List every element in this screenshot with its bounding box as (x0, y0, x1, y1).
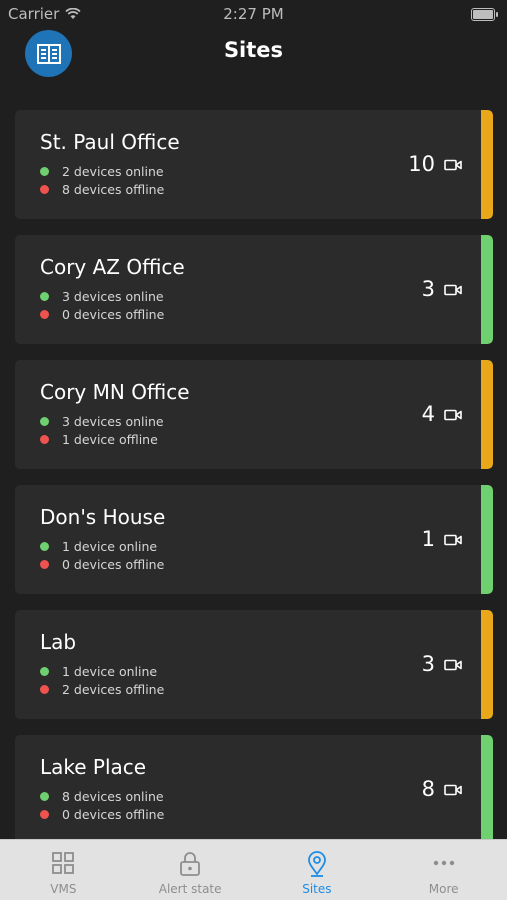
online-status: 1 device online (40, 539, 157, 554)
site-name: St. Paul Office (40, 130, 180, 154)
status-bar-indicator (481, 610, 493, 719)
location-pin-icon (307, 851, 326, 877)
site-name: Lab (40, 630, 77, 654)
tab-more[interactable]: More (380, 840, 507, 900)
online-status: 3 devices online (40, 289, 164, 304)
online-status: 3 devices online (40, 414, 164, 429)
online-text: 8 devices online (62, 789, 164, 804)
online-status: 2 devices online (40, 164, 164, 179)
camera-icon (444, 284, 462, 296)
battery-icon (471, 8, 498, 21)
camera-icon (444, 534, 462, 546)
offline-dot (40, 435, 49, 444)
online-dot (40, 542, 49, 551)
status-bar-indicator (481, 235, 493, 344)
offline-text: 0 devices offline (62, 807, 165, 822)
offline-status: 0 devices offline (40, 307, 164, 322)
camera-count: 3 (421, 652, 435, 676)
offline-text: 8 devices offline (62, 182, 165, 197)
camera-count: 4 (421, 402, 435, 426)
offline-dot (40, 810, 49, 819)
online-text: 1 device online (62, 664, 158, 679)
more-dots-icon (433, 860, 454, 866)
online-dot (40, 667, 49, 676)
status-bar-indicator (481, 360, 493, 469)
offline-text: 1 device offline (62, 432, 158, 447)
offline-dot (40, 310, 49, 319)
offline-text: 2 devices offline (62, 682, 165, 697)
online-text: 3 devices online (62, 414, 164, 429)
tab-alert-state[interactable]: Alert state (127, 840, 254, 900)
camera-count: 3 (421, 277, 435, 301)
tab-label: More (428, 882, 459, 896)
camera-icon (444, 409, 462, 421)
camera-count: 1 (421, 527, 435, 551)
status-bar-indicator (481, 735, 493, 844)
tab-vms[interactable]: VMS (0, 840, 127, 900)
site-card[interactable]: Don's House 1 device online 0 devices of… (15, 485, 493, 594)
tab-label: Alert state (158, 882, 222, 896)
online-status: 8 devices online (40, 789, 164, 804)
online-text: 1 device online (62, 539, 158, 554)
wifi-icon (65, 8, 81, 19)
online-text: 2 devices online (62, 164, 164, 179)
online-dot (40, 792, 49, 801)
online-dot (40, 167, 49, 176)
status-bar-indicator (481, 110, 493, 219)
carrier: Carrier (8, 5, 81, 23)
status-bar-indicator (481, 485, 493, 594)
tab-label: Sites (302, 882, 332, 896)
tab-bar: VMS Alert state Sites More (0, 839, 507, 900)
status-time: 2:27 PM (223, 5, 284, 23)
offline-text: 0 devices offline (62, 557, 165, 572)
offline-status: 1 device offline (40, 432, 158, 447)
offline-text: 0 devices offline (62, 307, 165, 322)
site-name: Cory MN Office (40, 380, 190, 404)
offline-dot (40, 185, 49, 194)
online-status: 1 device online (40, 664, 157, 679)
site-list: St. Paul Office 2 devices online 8 devic… (15, 110, 493, 860)
online-dot (40, 417, 49, 426)
camera-icon (444, 784, 462, 796)
site-card[interactable]: St. Paul Office 2 devices online 8 devic… (15, 110, 493, 219)
tab-label: VMS (50, 882, 77, 896)
site-name: Lake Place (40, 755, 147, 779)
camera-count: 8 (421, 777, 435, 801)
grid-icon (52, 852, 75, 874)
camera-icon (444, 159, 462, 171)
offline-status: 0 devices offline (40, 557, 164, 572)
site-name: Don's House (40, 505, 166, 529)
offline-status: 0 devices offline (40, 807, 164, 822)
site-card[interactable]: Lake Place 8 devices online 0 devices of… (15, 735, 493, 844)
offline-status: 8 devices offline (40, 182, 164, 197)
tab-sites[interactable]: Sites (254, 840, 381, 900)
site-card[interactable]: Lab 1 device online 2 devices offline 3 (15, 610, 493, 719)
site-card[interactable]: Cory AZ Office 3 devices online 0 device… (15, 235, 493, 344)
site-name: Cory AZ Office (40, 255, 185, 279)
carrier-label: Carrier (8, 5, 60, 23)
lock-icon (180, 852, 201, 876)
site-card[interactable]: Cory MN Office 3 devices online 1 device… (15, 360, 493, 469)
building-icon[interactable] (25, 30, 72, 77)
offline-dot (40, 685, 49, 694)
online-dot (40, 292, 49, 301)
header: Sites (0, 28, 507, 88)
offline-dot (40, 560, 49, 569)
status-bar: Carrier 2:27 PM (0, 0, 507, 28)
offline-status: 2 devices offline (40, 682, 164, 697)
page-title: Sites (223, 38, 284, 62)
online-text: 3 devices online (62, 289, 164, 304)
camera-icon (444, 659, 462, 671)
camera-count: 10 (408, 152, 435, 176)
